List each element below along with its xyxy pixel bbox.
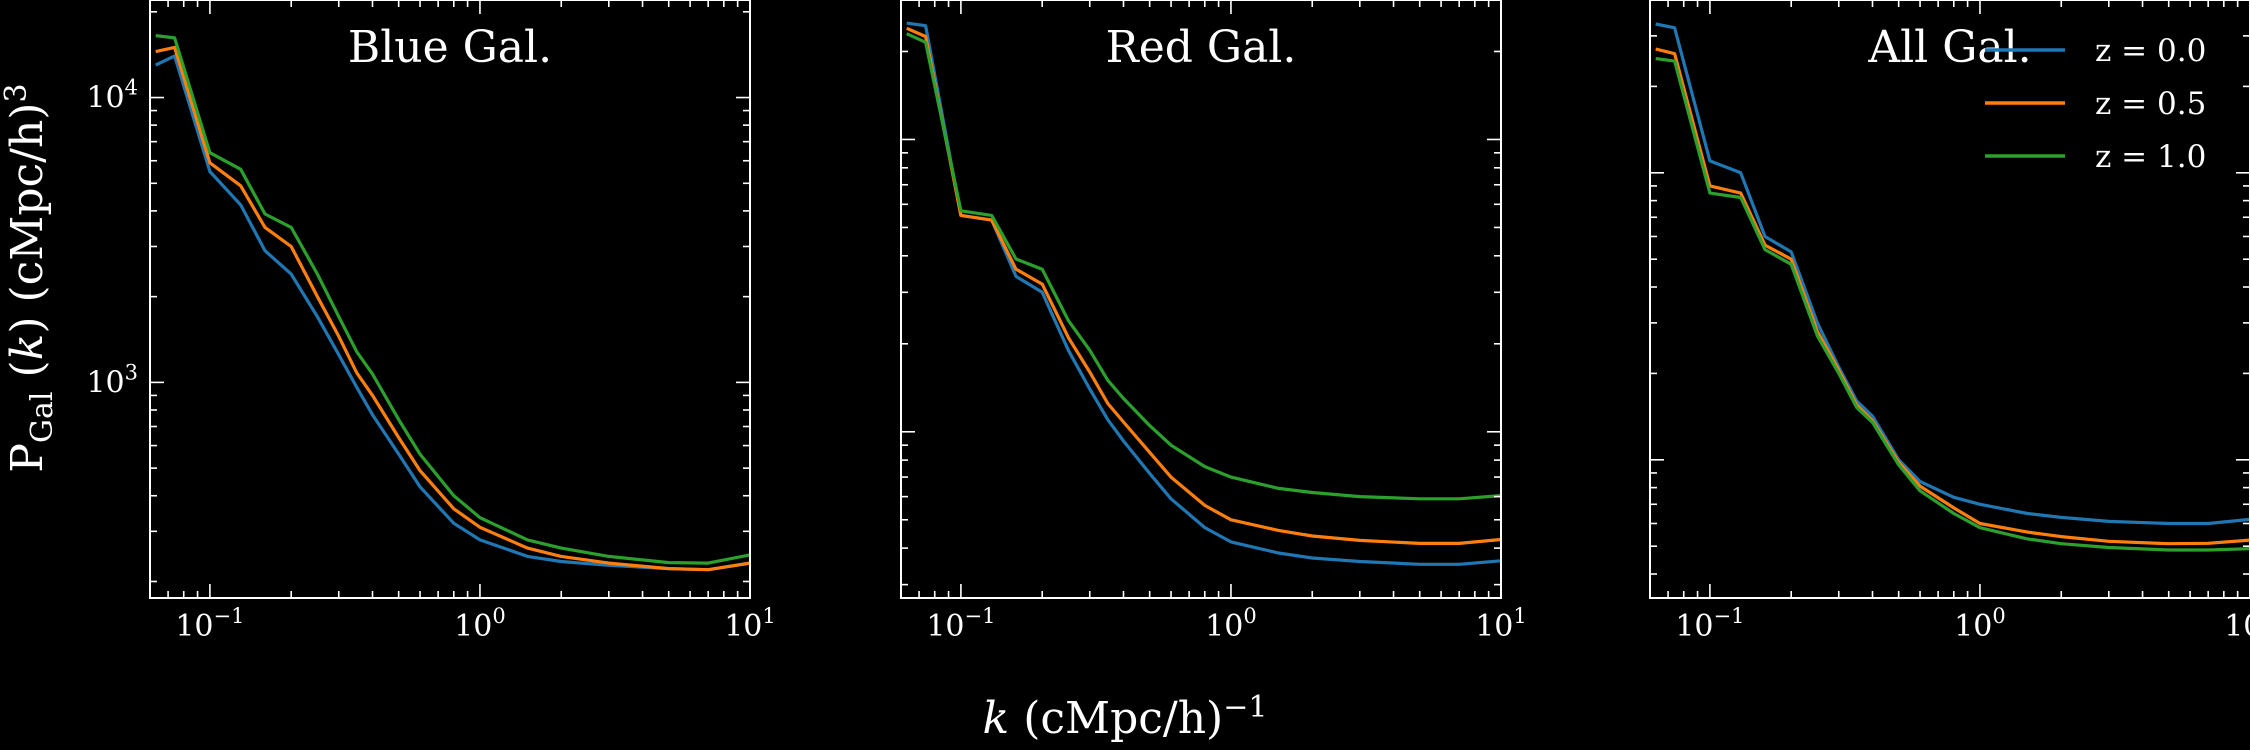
x-axis-label: k (cMpc/h)−1: [983, 690, 1268, 744]
panel-1: 10−1 100 101 103 104 Blue Gal.: [86, 0, 776, 644]
series-line-3: [1655, 57, 2250, 552]
y-axis-label: PGal (k) (cMpc/h)3: [0, 83, 60, 472]
panel-title: Blue Gal.: [348, 22, 552, 73]
x-tick-label: 100: [1954, 604, 2006, 644]
panel-title: Red Gal.: [1106, 22, 1297, 73]
x-tick-label: 100: [1205, 604, 1257, 644]
series-line-3: [155, 34, 750, 565]
series-line-2: [155, 45, 750, 572]
y-tick-label: 103: [86, 360, 138, 400]
panel-3: 10−1 100 101 All Gal.: [1649, 0, 2250, 644]
series-line-1: [1655, 22, 2250, 526]
legend-label: z = 1.0: [2095, 139, 2206, 175]
x-tick-label: 101: [724, 604, 776, 644]
x-tick-label: 10−1: [1675, 604, 1744, 644]
series-line-1: [906, 21, 1501, 566]
legend-label: z = 0.0: [2095, 33, 2206, 69]
legend: z = 0.0 z = 0.5 z = 1.0: [1985, 33, 2206, 175]
plot-frame: [900, 0, 1502, 599]
plot-frame: [1649, 0, 2250, 599]
x-tick-label: 101: [1475, 604, 1527, 644]
x-axis-label-sup: −1: [1223, 690, 1267, 725]
panel-2: 10−1 100 101 Red Gal.: [900, 0, 1527, 644]
series-line-2: [1655, 47, 2250, 546]
series-line-1: [154, 54, 750, 572]
x-tick-label: 100: [454, 604, 506, 644]
x-tick-label: 10−1: [926, 604, 995, 644]
panel-title: All Gal.: [1867, 22, 2031, 73]
y-axis-label-symbol: P: [2, 443, 53, 473]
y-axis-label-sup: 3: [0, 83, 34, 102]
x-tick-label: 101: [2224, 604, 2250, 644]
panels: 10−1 100 101 103 104 Blue Gal. 10−1 100 101 Red G…: [86, 0, 2250, 644]
legend-label: z = 0.5: [2095, 86, 2206, 122]
series-line-3: [906, 32, 1501, 501]
y-tick-label: 104: [86, 76, 138, 116]
y-axis-label-sub: Gal: [25, 392, 60, 443]
series-line-2: [906, 26, 1501, 545]
plot-frame: [149, 0, 751, 599]
x-tick-label: 10−1: [175, 604, 244, 644]
